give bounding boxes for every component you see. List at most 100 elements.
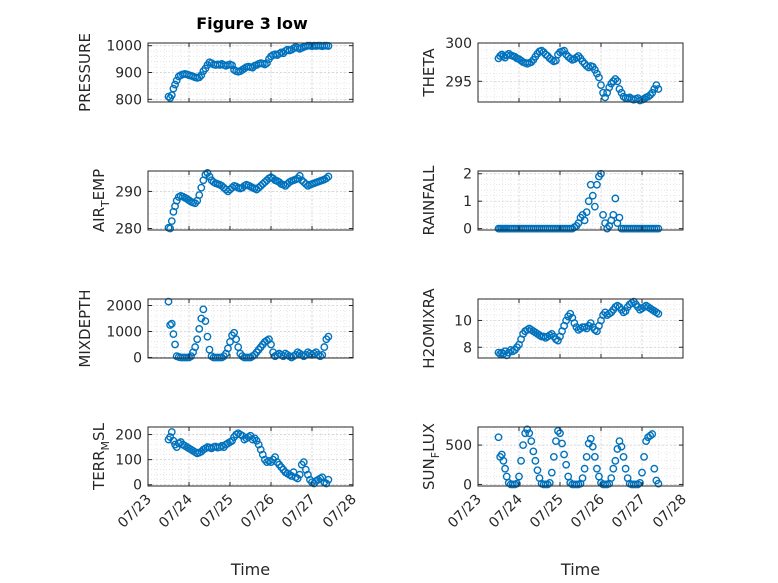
data-marker bbox=[615, 85, 624, 93]
data-marker bbox=[172, 76, 181, 85]
x-axis-label: Time bbox=[230, 560, 270, 579]
data-marker bbox=[232, 335, 241, 344]
data-marker bbox=[322, 479, 331, 488]
data-marker bbox=[609, 464, 618, 473]
data-marker bbox=[586, 319, 595, 328]
data-marker bbox=[611, 75, 620, 83]
data-marker bbox=[640, 452, 648, 461]
data-marker bbox=[252, 436, 261, 445]
data-marker bbox=[562, 460, 571, 469]
y-axis-label-main: H2OMIXRA bbox=[420, 288, 438, 369]
y-tick-label: 0 bbox=[133, 350, 142, 366]
data-marker bbox=[621, 464, 630, 473]
x-tick-label: 07/28 bbox=[320, 492, 360, 532]
x-tick-label: 07/27 bbox=[609, 492, 649, 532]
data-marker bbox=[578, 474, 587, 483]
y-axis-label-subscript: M bbox=[99, 441, 112, 451]
data-marker bbox=[547, 468, 556, 477]
data-marker bbox=[609, 211, 618, 219]
data-marker bbox=[511, 52, 519, 61]
data-marker bbox=[525, 429, 534, 438]
y-tick-label: 900 bbox=[115, 66, 142, 82]
data-marker bbox=[578, 57, 587, 66]
y-axis-label-main: RAINFALL bbox=[420, 165, 438, 236]
y-tick-label: 500 bbox=[445, 438, 472, 454]
data-marker bbox=[593, 464, 601, 473]
data-marker bbox=[566, 309, 575, 318]
y-axis-label-main: MIXDEPTH bbox=[76, 289, 94, 367]
plot-area bbox=[478, 427, 683, 486]
data-marker bbox=[590, 452, 599, 461]
data-marker bbox=[262, 59, 271, 68]
data-marker bbox=[588, 191, 597, 200]
data-marker bbox=[611, 194, 620, 203]
data-marker bbox=[584, 197, 593, 206]
x-tick-label: 07/26 bbox=[238, 491, 278, 531]
data-marker bbox=[580, 464, 589, 473]
y-tick-label: 0 bbox=[133, 478, 142, 494]
y-tick-label: 295 bbox=[445, 74, 472, 90]
data-marker bbox=[547, 55, 556, 64]
y-tick-label: 290 bbox=[115, 184, 142, 200]
data-marker bbox=[169, 84, 178, 93]
data-marker bbox=[527, 437, 536, 446]
data-marker bbox=[533, 466, 542, 475]
data-marker bbox=[543, 52, 552, 60]
data-marker bbox=[519, 441, 527, 449]
data-marker bbox=[560, 46, 568, 55]
axes-box bbox=[477, 42, 684, 103]
data-marker bbox=[324, 172, 333, 181]
data-marker bbox=[499, 456, 508, 465]
x-tick-label: 07/23 bbox=[115, 492, 155, 532]
data-marker bbox=[648, 430, 657, 438]
data-marker bbox=[562, 50, 571, 59]
y-axis-label: TERRMSL bbox=[90, 422, 112, 491]
y-axis-label-subscript: T bbox=[99, 200, 112, 208]
y-axis-label-tail: EMP bbox=[90, 169, 108, 200]
data-marker bbox=[611, 456, 620, 465]
plot-area bbox=[148, 427, 353, 486]
data-marker bbox=[166, 321, 175, 329]
data-marker bbox=[513, 479, 521, 488]
data-marker bbox=[187, 352, 195, 361]
y-tick-label: 200 bbox=[115, 428, 142, 444]
y-axis-label-main: THETA bbox=[420, 48, 438, 98]
data-marker bbox=[166, 224, 175, 233]
data-marker bbox=[570, 319, 579, 328]
axes-box bbox=[147, 170, 354, 231]
x-tick-label: 07/24 bbox=[486, 491, 526, 531]
data-marker bbox=[605, 83, 614, 92]
data-marker bbox=[541, 50, 550, 59]
y-axis-label: MIXDEPTH bbox=[76, 289, 94, 367]
data-marker bbox=[654, 224, 663, 233]
y-axis-label-main: TERR bbox=[90, 450, 108, 491]
y-tick-label: 1000 bbox=[106, 39, 142, 55]
data-marker bbox=[521, 429, 530, 438]
data-marker bbox=[609, 77, 618, 86]
data-marker bbox=[590, 202, 599, 211]
data-marker bbox=[195, 324, 204, 333]
data-marker bbox=[654, 479, 663, 488]
data-marker bbox=[195, 73, 204, 82]
x-tick-label: 07/25 bbox=[527, 492, 567, 532]
y-axis-label: H2OMIXRA bbox=[420, 288, 438, 369]
subplot-7: 0 100 200 07/23 07/24 07/25 07/26 07/27 07/28 TER… bbox=[90, 422, 360, 579]
data-marker bbox=[167, 217, 176, 225]
x-tick-label: 07/23 bbox=[445, 492, 485, 532]
data-marker bbox=[646, 431, 655, 440]
y-axis-label: SUNFLUX bbox=[420, 423, 442, 490]
data-marker bbox=[554, 336, 562, 345]
data-marker bbox=[558, 439, 566, 448]
plot-area bbox=[148, 299, 353, 358]
data-marker bbox=[193, 335, 202, 344]
data-marker bbox=[293, 474, 302, 483]
figure-title: Figure 3 low bbox=[196, 14, 308, 33]
y-tick-label: 300 bbox=[445, 36, 472, 52]
data-marker bbox=[582, 208, 591, 217]
subplot-6: 8 10 H2OMIXRA bbox=[420, 288, 684, 369]
data-marker bbox=[199, 305, 208, 314]
data-marker bbox=[593, 180, 601, 189]
axes-box bbox=[477, 426, 684, 487]
y-tick-label: 1 bbox=[463, 194, 472, 210]
